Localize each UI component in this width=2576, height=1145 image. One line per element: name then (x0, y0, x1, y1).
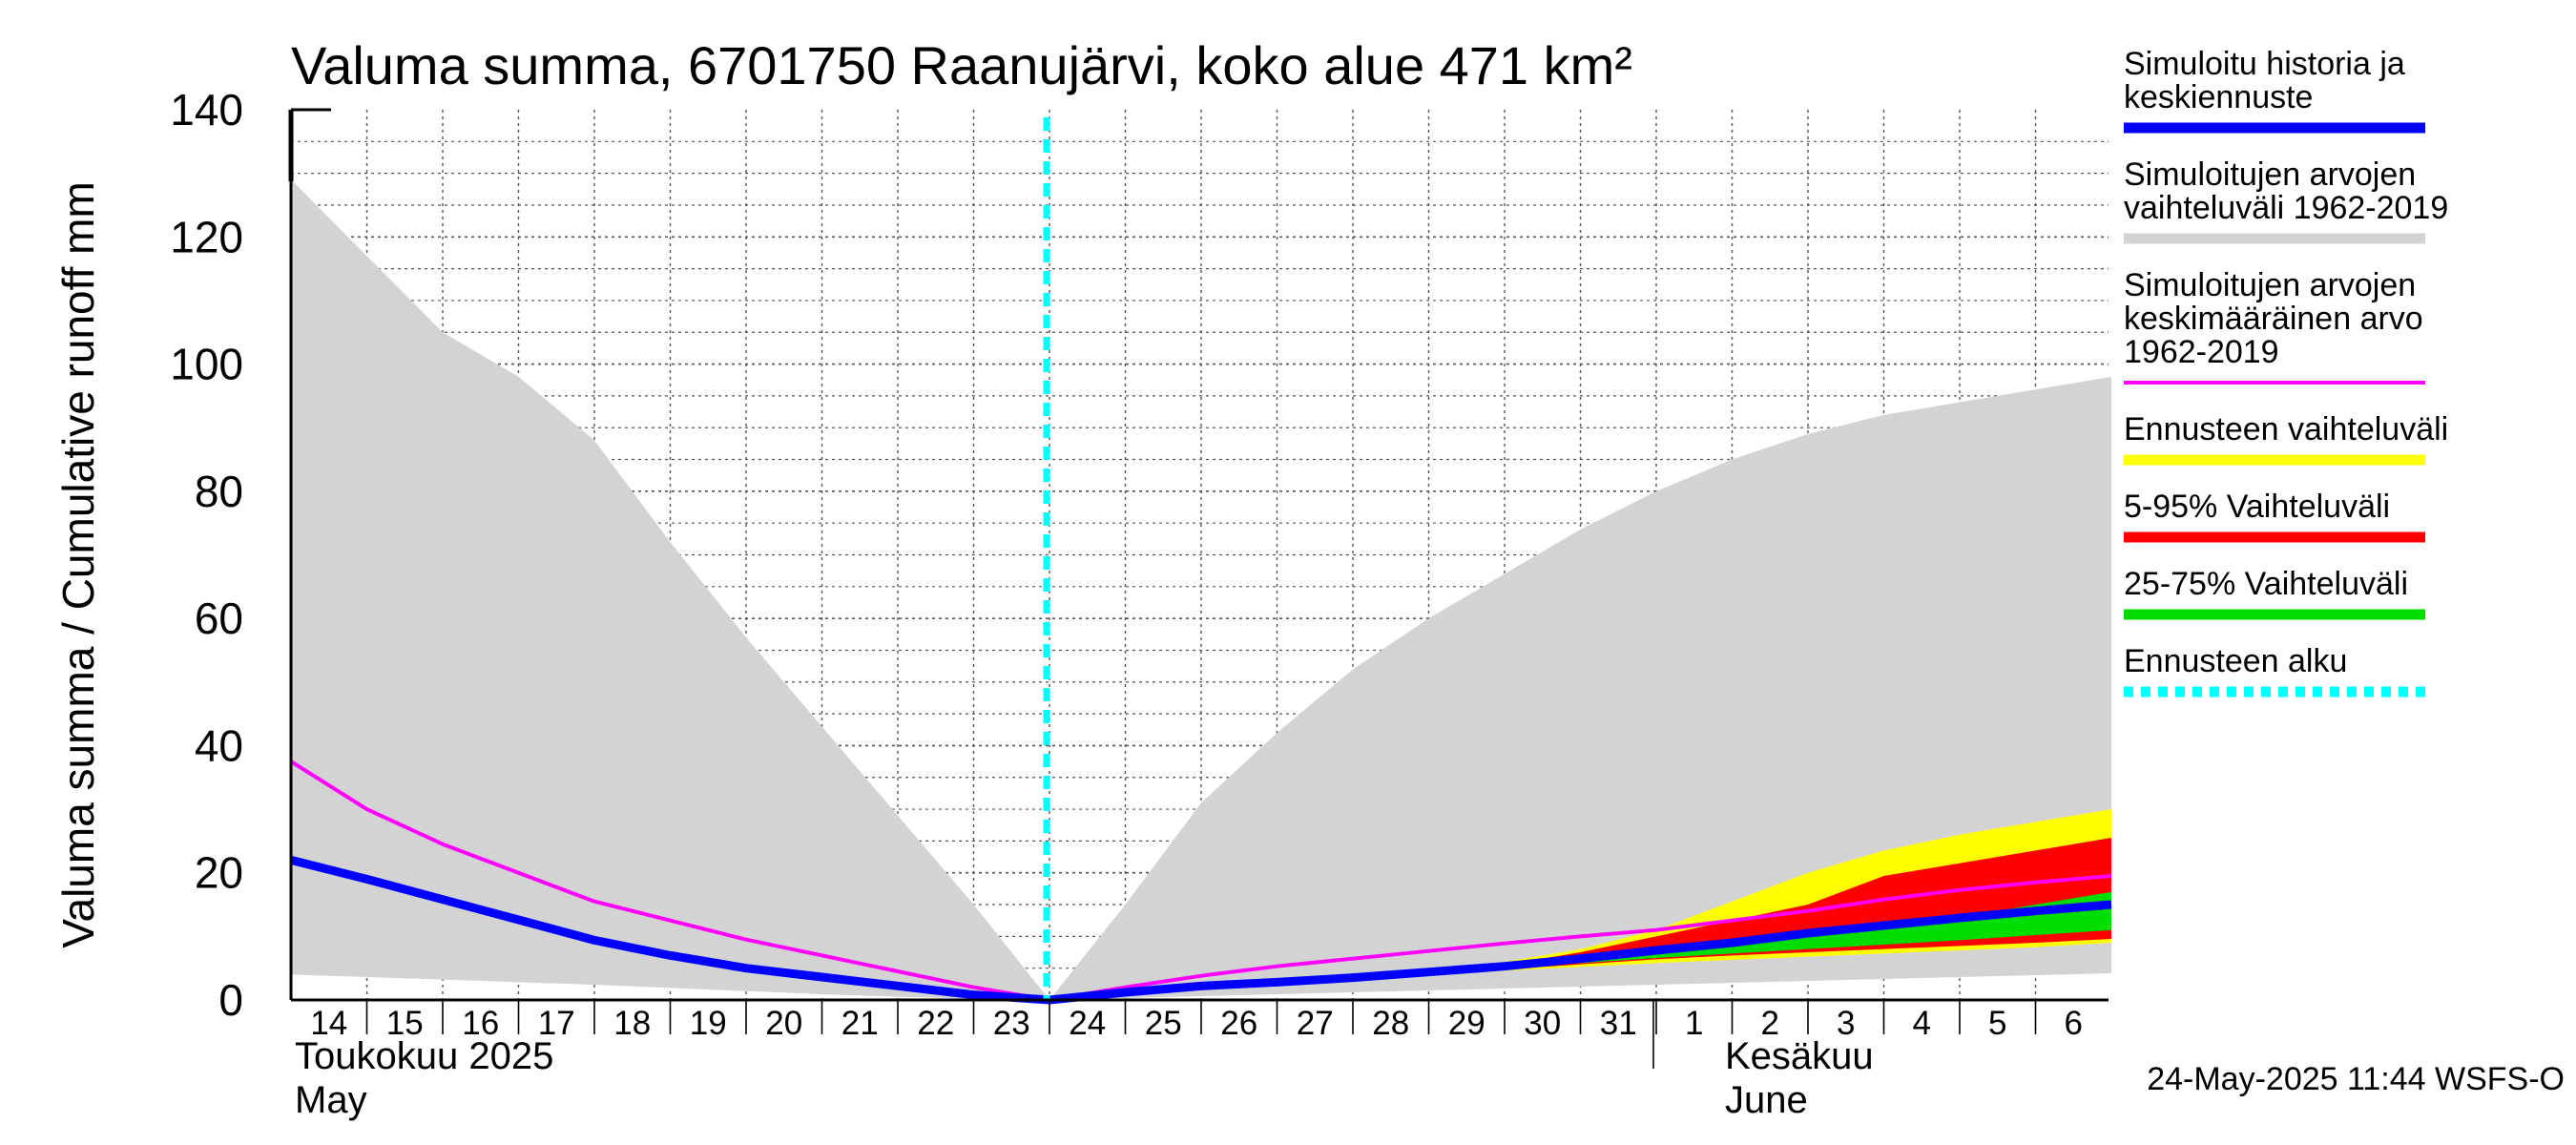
legend-label: keskiennuste (2124, 79, 2313, 115)
month-label-may-en: May (295, 1079, 367, 1121)
x-tick-label: 4 (1913, 1005, 1931, 1042)
timestamp-label: 24-May-2025 11:44 WSFS-O (2147, 1061, 2565, 1097)
x-tick-label: 27 (1297, 1005, 1334, 1042)
x-tick-label: 15 (386, 1005, 424, 1042)
legend-label: Simuloitujen arvojen (2124, 267, 2416, 303)
x-tick-label: 20 (765, 1005, 802, 1042)
y-tick-label: 140 (170, 85, 243, 135)
x-tick-label: 22 (917, 1005, 954, 1042)
x-tick-label: 18 (613, 1005, 651, 1042)
line-simuloitujen-arvojen-keskim-r-inen-arvo-1962-2019 (289, 760, 2112, 1002)
x-tick-label: 19 (690, 1005, 727, 1042)
legend-label: Simuloitujen arvojen (2124, 156, 2416, 193)
x-tick-label: 28 (1372, 1005, 1409, 1042)
legend-label: vaihteluväli 1962-2019 (2124, 190, 2448, 226)
x-tick-label: 3 (1837, 1005, 1855, 1042)
x-tick-label: 14 (310, 1005, 347, 1042)
month-label-may-fi: Toukokuu 2025 (295, 1035, 553, 1077)
legend-label: Ennusteen vaihteluväli (2124, 411, 2448, 448)
x-tick-label: 6 (2065, 1005, 2083, 1042)
x-tick-label: 31 (1600, 1005, 1637, 1042)
x-tick-label: 26 (1220, 1005, 1257, 1042)
x-tick-label: 2 (1761, 1005, 1779, 1042)
x-tick-label: 17 (538, 1005, 575, 1042)
x-tick-label: 21 (841, 1005, 879, 1042)
legend-label: Ennusteen alku (2124, 643, 2347, 679)
y-axis-label: Valuma summa / Cumulative runoff mm (53, 181, 103, 948)
x-tick-label: 5 (1988, 1005, 2006, 1042)
legend-label: 1962-2019 (2124, 334, 2279, 370)
month-label-june-fi: Kesäkuu (1725, 1035, 1874, 1077)
band-ennusteen-vaihteluv-li (1049, 809, 2111, 1000)
y-tick-label: 0 (218, 975, 243, 1025)
legend-label: 5-95% Vaihteluväli (2124, 489, 2390, 525)
line-simuloitu-historia-ja-keskiennuste (289, 856, 2112, 1005)
band-5-95-vaihteluv-li (1049, 838, 2111, 1000)
y-tick-label: 60 (195, 593, 243, 643)
x-tick-label: 16 (462, 1005, 499, 1042)
x-tick-label: 23 (993, 1005, 1030, 1042)
x-tick-label: 29 (1448, 1005, 1485, 1042)
x-tick-label: 1 (1685, 1005, 1703, 1042)
y-tick-label: 40 (195, 720, 243, 770)
x-tick-label: 24 (1069, 1005, 1106, 1042)
legend-label: Simuloitu historia ja (2124, 46, 2405, 82)
x-tick-label: 25 (1145, 1005, 1182, 1042)
legend-label: 25-75% Vaihteluväli (2124, 566, 2408, 602)
month-label-june-en: June (1725, 1079, 1808, 1121)
band-simuloitujen-arvojen-vaihteluv-li-1962-2019 (291, 179, 2111, 1001)
y-tick-label: 20 (195, 848, 243, 898)
y-tick-label: 100 (170, 340, 243, 389)
x-tick-label: 30 (1524, 1005, 1561, 1042)
y-tick-label: 80 (195, 467, 243, 516)
y-tick-label: 120 (170, 212, 243, 261)
chart-title: Valuma summa, 6701750 Raanujärvi, koko a… (291, 35, 1632, 95)
legend-label: keskimääräinen arvo (2124, 301, 2423, 337)
